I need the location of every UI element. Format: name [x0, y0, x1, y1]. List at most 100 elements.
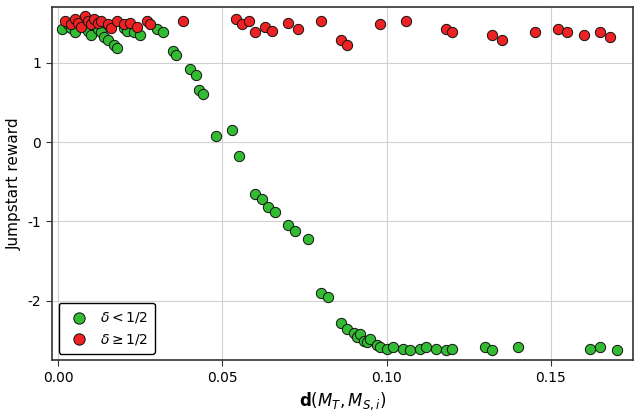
$\delta \geq 1/2$ — [145, 21, 156, 28]
$\delta < 1/2$ — [388, 344, 398, 350]
$\delta < 1/2$ — [365, 336, 376, 342]
$\delta < 1/2$ — [349, 329, 359, 336]
$\delta < 1/2$ — [447, 345, 458, 352]
$\delta \geq 1/2$ — [260, 23, 270, 30]
$\delta \geq 1/2$ — [112, 18, 122, 25]
$\delta < 1/2$ — [119, 24, 129, 31]
$\delta < 1/2$ — [486, 347, 497, 354]
$\delta \geq 1/2$ — [335, 37, 346, 44]
$\delta \geq 1/2$ — [106, 24, 116, 31]
$\delta < 1/2$ — [67, 24, 77, 31]
$\delta < 1/2$ — [158, 29, 168, 36]
$\delta < 1/2$ — [211, 132, 221, 139]
$\delta \geq 1/2$ — [93, 19, 103, 26]
$\delta \geq 1/2$ — [102, 21, 113, 28]
$\delta < 1/2$ — [352, 333, 362, 340]
$\delta < 1/2$ — [303, 235, 313, 242]
$\delta \geq 1/2$ — [552, 26, 563, 33]
$\delta < 1/2$ — [135, 31, 145, 38]
$\delta \geq 1/2$ — [76, 23, 86, 30]
$\delta < 1/2$ — [335, 320, 346, 326]
$\delta \geq 1/2$ — [125, 19, 136, 26]
$\delta < 1/2$ — [195, 87, 205, 94]
$\delta < 1/2$ — [381, 345, 392, 352]
Legend: $\delta < 1/2$, $\delta \geq 1/2$: $\delta < 1/2$, $\delta \geq 1/2$ — [59, 303, 155, 354]
$\delta < 1/2$ — [122, 27, 132, 34]
$\delta \geq 1/2$ — [83, 18, 93, 25]
$\delta < 1/2$ — [96, 29, 106, 36]
$\delta \geq 1/2$ — [563, 29, 573, 36]
$\delta \geq 1/2$ — [486, 31, 497, 38]
$\delta < 1/2$ — [172, 51, 182, 58]
$\delta \geq 1/2$ — [401, 18, 412, 25]
$\delta \geq 1/2$ — [79, 13, 90, 20]
$\delta < 1/2$ — [56, 26, 67, 33]
$\delta \geq 1/2$ — [86, 21, 96, 28]
$\delta \geq 1/2$ — [447, 29, 458, 36]
$\delta \geq 1/2$ — [293, 26, 303, 33]
$\delta < 1/2$ — [441, 347, 451, 354]
$\delta \geq 1/2$ — [497, 37, 507, 44]
$\delta < 1/2$ — [227, 127, 237, 133]
X-axis label: $\mathbf{d}(M_T, M_{S,i})$: $\mathbf{d}(M_T, M_{S,i})$ — [299, 391, 386, 412]
$\delta \geq 1/2$ — [595, 29, 605, 36]
$\delta \geq 1/2$ — [132, 23, 142, 30]
$\delta \geq 1/2$ — [316, 18, 326, 25]
$\delta < 1/2$ — [290, 228, 300, 234]
$\delta \geq 1/2$ — [283, 19, 293, 26]
$\delta \geq 1/2$ — [70, 16, 80, 22]
$\delta \geq 1/2$ — [375, 21, 385, 28]
$\delta < 1/2$ — [129, 29, 139, 36]
$\delta < 1/2$ — [83, 27, 93, 34]
$\delta < 1/2$ — [102, 37, 113, 44]
$\delta \geq 1/2$ — [67, 21, 77, 28]
$\delta < 1/2$ — [93, 26, 103, 33]
$\delta < 1/2$ — [184, 65, 195, 72]
$\delta \geq 1/2$ — [441, 26, 451, 33]
$\delta < 1/2$ — [611, 347, 621, 354]
$\delta < 1/2$ — [234, 153, 244, 160]
$\delta < 1/2$ — [168, 47, 179, 54]
$\delta < 1/2$ — [257, 196, 267, 202]
$\delta < 1/2$ — [191, 72, 202, 79]
$\delta < 1/2$ — [585, 345, 595, 352]
$\delta < 1/2$ — [316, 290, 326, 296]
$\delta < 1/2$ — [73, 18, 83, 25]
$\delta \geq 1/2$ — [60, 18, 70, 25]
$\delta < 1/2$ — [431, 345, 441, 352]
$\delta < 1/2$ — [89, 21, 99, 28]
$\delta \geq 1/2$ — [250, 29, 260, 36]
$\delta < 1/2$ — [398, 345, 408, 352]
$\delta \geq 1/2$ — [605, 34, 615, 41]
$\delta \geq 1/2$ — [73, 19, 83, 26]
$\delta < 1/2$ — [63, 21, 73, 28]
$\delta < 1/2$ — [372, 341, 382, 348]
$\delta < 1/2$ — [595, 344, 605, 350]
$\delta < 1/2$ — [375, 344, 385, 350]
$\delta < 1/2$ — [198, 91, 208, 98]
$\delta < 1/2$ — [109, 42, 119, 49]
$\delta < 1/2$ — [513, 344, 524, 350]
$\delta < 1/2$ — [323, 294, 333, 300]
$\delta < 1/2$ — [70, 29, 80, 36]
$\delta \geq 1/2$ — [178, 18, 188, 25]
$\delta < 1/2$ — [480, 344, 490, 350]
$\delta \geq 1/2$ — [89, 16, 99, 22]
$\delta < 1/2$ — [421, 344, 431, 350]
$\delta \geq 1/2$ — [529, 29, 540, 36]
$\delta \geq 1/2$ — [96, 18, 106, 25]
$\delta < 1/2$ — [76, 19, 86, 26]
$\delta < 1/2$ — [263, 204, 273, 210]
$\delta < 1/2$ — [112, 45, 122, 52]
$\delta < 1/2$ — [99, 34, 109, 41]
$\delta \geq 1/2$ — [142, 18, 152, 25]
$\delta \geq 1/2$ — [267, 27, 277, 34]
$\delta \geq 1/2$ — [230, 16, 241, 22]
$\delta < 1/2$ — [250, 190, 260, 197]
$\delta < 1/2$ — [355, 331, 365, 338]
$\delta < 1/2$ — [362, 339, 372, 346]
$\delta < 1/2$ — [86, 31, 96, 38]
$\delta \geq 1/2$ — [237, 21, 247, 28]
$\delta < 1/2$ — [270, 209, 280, 215]
$\delta < 1/2$ — [342, 325, 353, 332]
